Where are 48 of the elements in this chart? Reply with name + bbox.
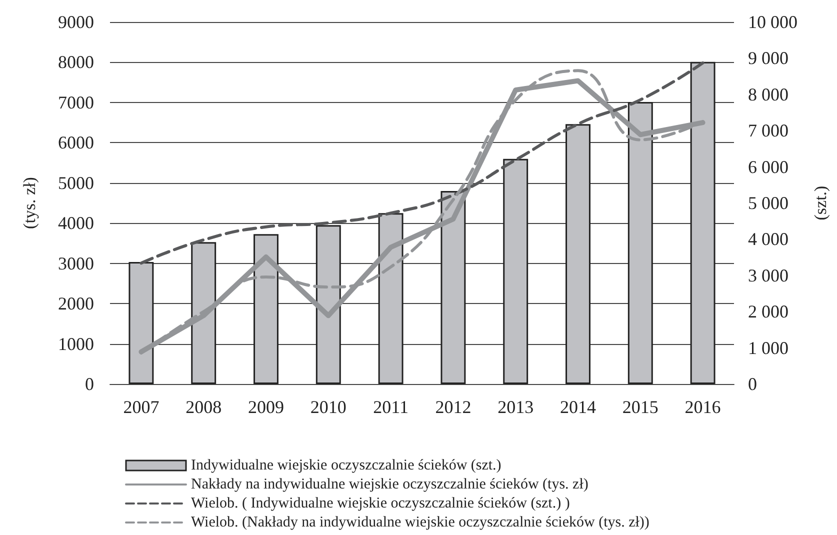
bar	[378, 213, 404, 384]
x-tick-label: 2008	[186, 397, 222, 417]
y2-tick-label: 6 000	[748, 156, 788, 177]
y2-tick-label: 8 000	[748, 84, 788, 104]
x-tick-label: 2011	[373, 397, 408, 417]
bar	[503, 158, 528, 384]
y-tick-label: 3000	[58, 253, 94, 274]
y-tick-label: 8000	[58, 52, 94, 72]
bar	[191, 242, 216, 384]
y2-axis-title: (szt.)	[811, 186, 830, 220]
x-tick-label: 2014	[560, 397, 596, 417]
y2-tick-label: 7 000	[748, 120, 788, 141]
y-tick-label: 0	[85, 374, 94, 394]
y-tick-label: 2000	[58, 294, 94, 314]
y2-tick-label: 4 000	[748, 229, 788, 250]
y2-tick-label: 0	[748, 374, 757, 394]
bar	[440, 191, 466, 384]
legend-label: Nakłady na indywidualne wiejskie oczyszczalnie ścieków (tys. zł)	[191, 476, 588, 492]
y2-tick-label: 9 000	[748, 48, 788, 68]
x-tick-label: 2010	[310, 397, 346, 417]
y-axis-title: (tys. zł)	[20, 177, 39, 229]
x-tick-label: 2015	[622, 397, 658, 417]
x-tick-label: 2012	[435, 397, 472, 417]
legend-label: Wielob. (Nakłady na indywidualne wiejskie oczyszczalnie ścieków (tys. zł))	[191, 514, 650, 530]
legend-label: Wielob. ( Indywidualne wiejskie oczyszczalnie ścieków (szt.) )	[191, 496, 570, 512]
y2-tick-label: 2 000	[748, 302, 788, 322]
y-tick-label: 4000	[58, 213, 94, 234]
x-tick-label: 2007	[123, 397, 160, 417]
bar	[254, 234, 278, 384]
x-tick-label: 2009	[248, 397, 284, 417]
legend-label: Indywidualne wiejskie oczyszczalnie ścieków (szt.)	[191, 458, 502, 474]
y-tick-label: 7000	[58, 92, 94, 112]
y-tick-label: 6000	[58, 132, 94, 153]
y-tick-label: 5000	[58, 172, 94, 193]
bar	[628, 102, 653, 384]
x-tick-label: 2013	[498, 397, 534, 417]
y2-tick-label: 10 000	[748, 12, 798, 32]
bar	[128, 262, 154, 384]
y-tick-label: 1000	[58, 334, 94, 354]
y2-tick-label: 3 000	[748, 265, 788, 286]
y2-tick-label: 1 000	[748, 338, 788, 358]
y-tick-label: 9000	[58, 12, 94, 32]
y2-tick-label: 5 000	[748, 193, 788, 213]
line-series	[140, 61, 704, 265]
bar	[566, 124, 590, 384]
x-tick-label: 2016	[684, 397, 721, 417]
bar	[316, 225, 341, 384]
bar	[690, 62, 716, 384]
